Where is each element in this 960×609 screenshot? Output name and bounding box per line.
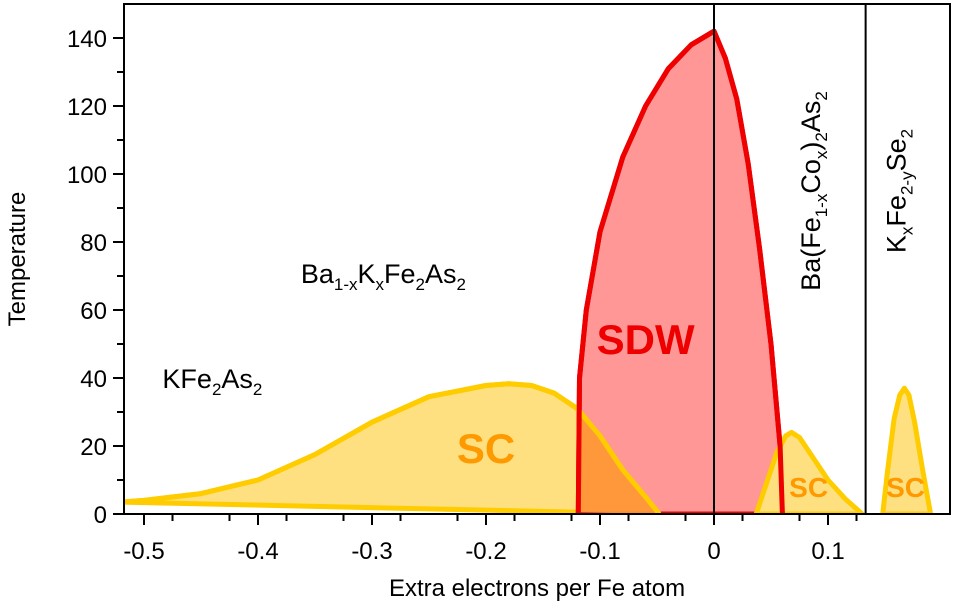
regions-layer	[124, 28, 934, 514]
annotation-ba-co: Ba(Fe1-xCox)2As2	[796, 91, 831, 291]
dividers-layer	[713, 4, 867, 514]
y-tick-label: 0	[94, 502, 107, 529]
region-label-sc-1: SC	[457, 425, 515, 472]
region-labels-layer: SDW SC SC SC	[457, 316, 925, 503]
y-tick-label: 140	[67, 26, 107, 53]
region-label-sc-3: SC	[886, 472, 925, 503]
region-label-sc-2: SC	[789, 472, 828, 503]
x-axis: -0.5 -0.4 -0.3 -0.2 -0.1 0 0.1	[123, 514, 858, 565]
plot-frame	[123, 3, 951, 515]
region-label-sdw-0: SDW	[597, 316, 695, 363]
x-tick-label: 0.1	[811, 538, 844, 565]
y-tick-label: 40	[80, 366, 107, 393]
y-tick-label: 80	[80, 230, 107, 257]
region-outline-0	[575, 28, 785, 514]
y-tick-label: 20	[80, 434, 107, 461]
y-tick-label: 60	[80, 298, 107, 325]
x-tick-label: -0.1	[579, 538, 620, 565]
region-sdw-0	[575, 28, 785, 514]
x-tick-label: -0.3	[351, 538, 392, 565]
y-tick-label: 120	[67, 94, 107, 121]
y-tick-label: 100	[67, 162, 107, 189]
x-tick-label: -0.5	[123, 538, 164, 565]
region-outline-1	[124, 381, 662, 514]
annotation-kfe2as2: KFe2As2	[162, 364, 262, 399]
y-axis-title: Temperature	[4, 192, 31, 327]
x-tick-label: 0	[707, 538, 720, 565]
region-sc-3	[880, 385, 934, 514]
annotation-kfese: KxFe2-ySe2	[882, 129, 917, 253]
x-tick-label: -0.4	[237, 538, 278, 565]
y-axis: 0 20 40 60 80 100 120 140	[67, 26, 124, 529]
x-axis-title: Extra electrons per Fe atom	[389, 575, 685, 602]
x-tick-label: -0.2	[465, 538, 506, 565]
annotations-layer: KFe2As2 Ba1-xKxFe2As2 Ba(Fe1-xCox)2As2 KxFe…	[162, 91, 916, 399]
annotation-ba-k: Ba1-xKxFe2As2	[301, 259, 466, 294]
